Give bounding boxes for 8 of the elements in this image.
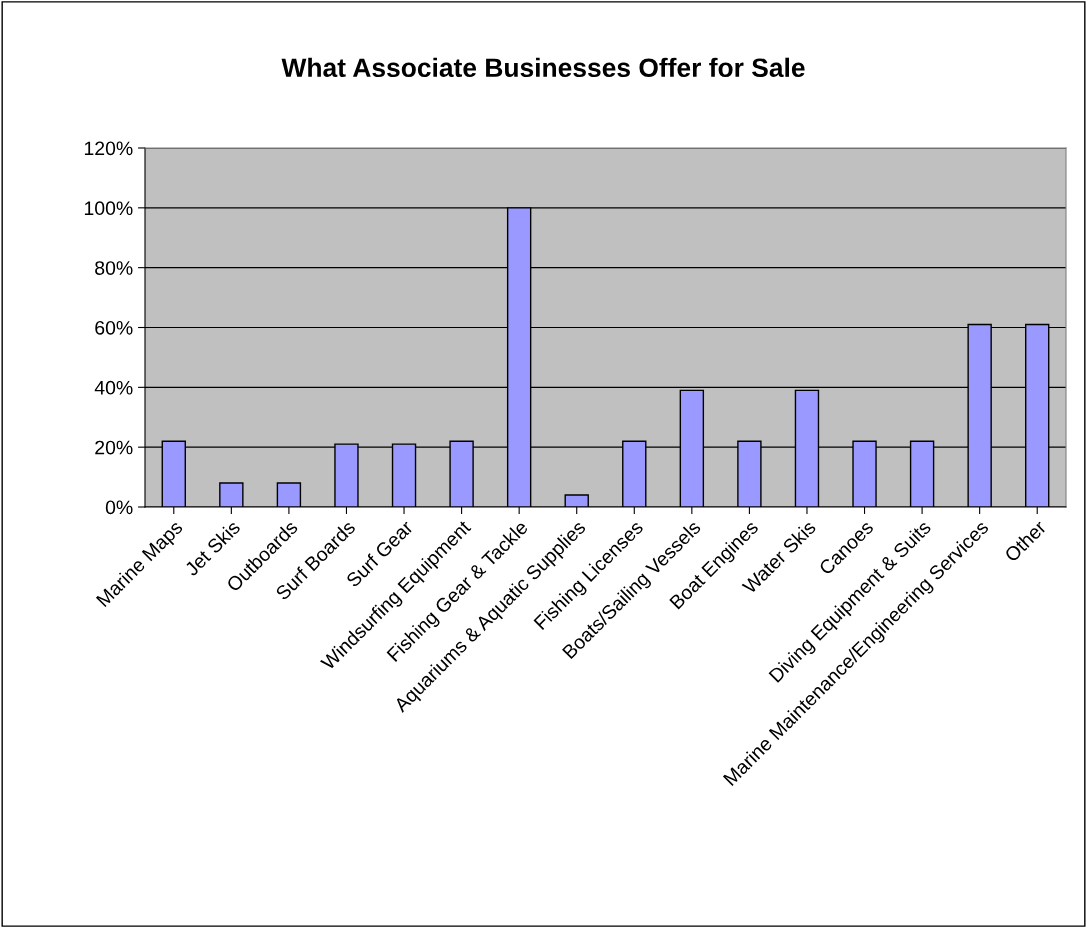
y-tick-label: 80%: [95, 261, 133, 275]
y-tick-label: 40%: [94, 380, 133, 395]
y-tick-label: 20%: [95, 440, 133, 455]
y-tick-label: 60%: [95, 320, 133, 335]
y-tick-label: 0%: [105, 500, 133, 515]
y-tick-label: 100%: [84, 201, 133, 216]
y-tick-label: 120%: [84, 141, 133, 156]
chart-title: What Associate Businesses Offer for Sale: [281, 57, 805, 78]
